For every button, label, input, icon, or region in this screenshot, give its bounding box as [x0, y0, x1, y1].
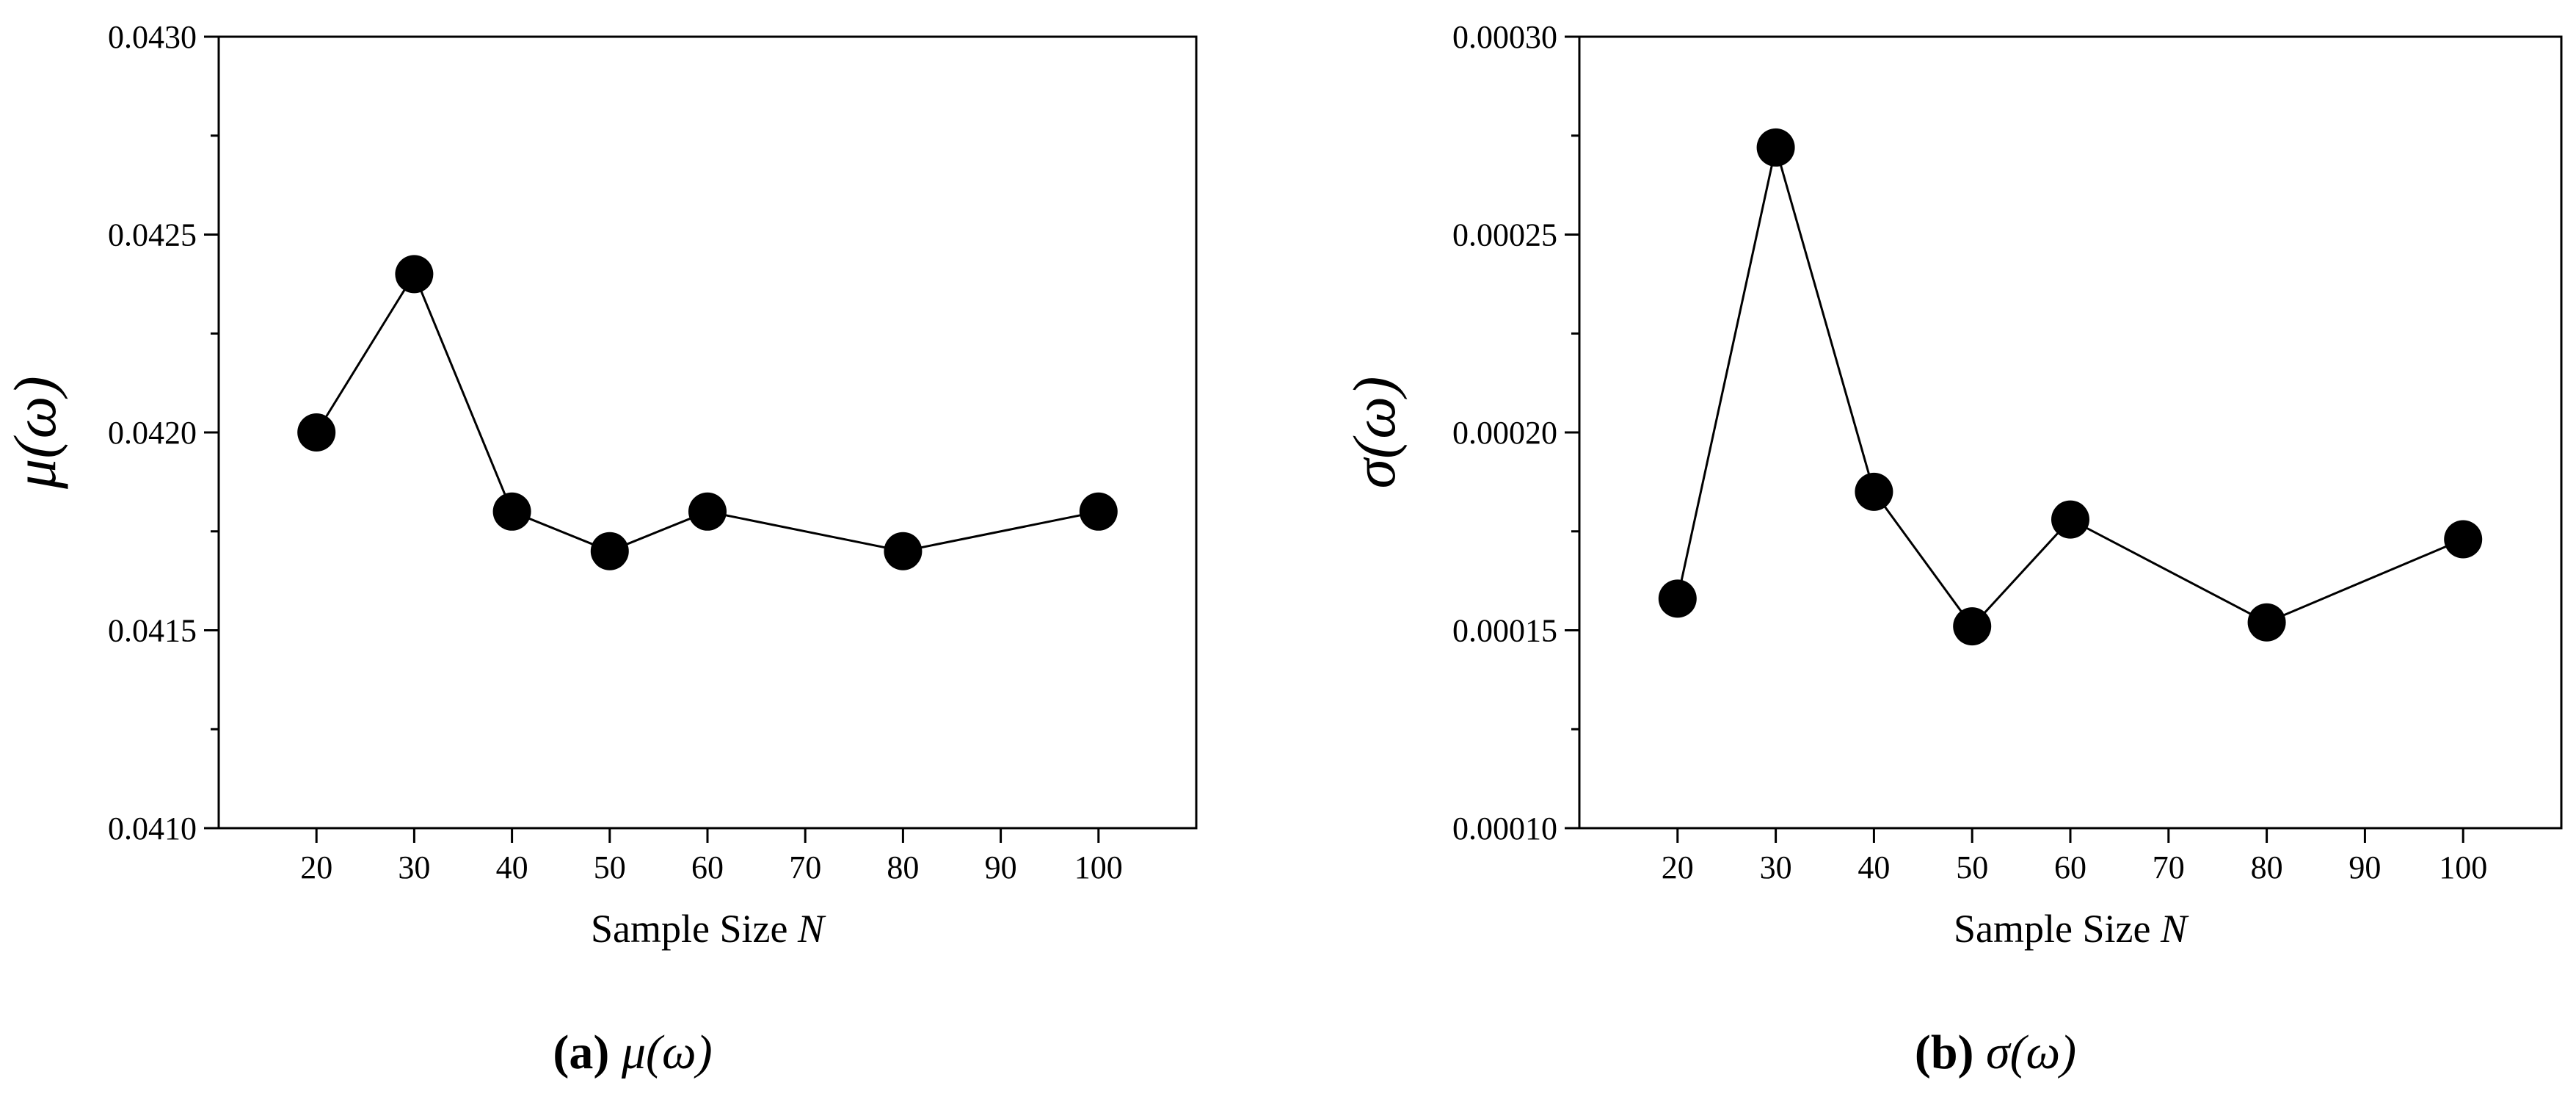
x-tick-label: 30	[398, 849, 430, 885]
x-tick-label: 50	[594, 849, 626, 885]
y-tick-label: 0.0425	[108, 217, 197, 253]
data-point	[492, 492, 531, 531]
panel-caption: (b) σ(ω)	[1915, 1026, 2076, 1079]
data-point	[1079, 492, 1118, 531]
x-tick-label: 30	[1760, 849, 1792, 885]
y-tick-label: 0.00020	[1452, 415, 1557, 451]
x-tick-label: 60	[2054, 849, 2086, 885]
panel-caption-text: σ(ω)	[1986, 1026, 2076, 1079]
panel-caption-text: μ(ω)	[621, 1026, 713, 1079]
y-axis-title: μ(ω)	[1, 376, 68, 490]
data-point	[2051, 500, 2089, 539]
x-tick-label: 50	[1956, 849, 1988, 885]
data-point	[688, 492, 727, 531]
series-line	[1676, 147, 2464, 628]
x-tick-label: 80	[887, 849, 919, 885]
y-axis-title: σ(ω)	[1341, 377, 1408, 489]
x-axis-title-text: Sample Size	[1954, 907, 2161, 951]
panel-caption-tag: (a)	[553, 1026, 621, 1079]
x-tick-label: 20	[1662, 849, 1694, 885]
x-tick-label: 60	[691, 849, 724, 885]
chart-panel-a: 0.0410 0.0415 0.0420 0.0425 0.0430 20 30 40 50 60…	[1, 19, 1198, 1079]
x-axis-title: Sample Size N	[591, 907, 826, 951]
x-tick-label: 100	[2439, 849, 2487, 885]
data-point	[884, 532, 923, 570]
x-tick-label: 100	[1074, 849, 1123, 885]
y-tick-label: 0.0410	[108, 811, 197, 847]
x-axis-title-text: Sample Size	[591, 907, 798, 951]
chart-panel-b: 0.00010 0.00015 0.00020 0.00025 0.00030 20 30 4…	[1341, 19, 2563, 1079]
y-tick-label: 0.0420	[108, 415, 197, 451]
panel-caption-tag: (b)	[1915, 1026, 1986, 1079]
data-point	[1756, 128, 1795, 167]
data-point	[590, 532, 629, 570]
x-axis-title: Sample Size N	[1954, 907, 2189, 951]
y-tick-label: 0.0415	[108, 613, 197, 649]
y-tick-label: 0.00015	[1452, 613, 1557, 649]
data-point	[1658, 579, 1697, 618]
x-tick-label: 90	[2348, 849, 2381, 885]
data-point	[297, 413, 336, 452]
data-point	[395, 255, 434, 294]
x-tick-label: 40	[1858, 849, 1890, 885]
y-tick-label: 0.00025	[1452, 217, 1557, 253]
x-tick-label: 90	[985, 849, 1017, 885]
x-tick-label: 70	[2153, 849, 2185, 885]
y-tick-label: 0.00010	[1452, 811, 1557, 847]
x-tick-label: 80	[2251, 849, 2283, 885]
y-tick-label: 0.00030	[1452, 19, 1557, 55]
x-tick-label: 20	[300, 849, 332, 885]
data-point	[1855, 472, 1893, 511]
x-tick-label: 70	[789, 849, 821, 885]
data-point	[1953, 607, 1992, 646]
y-tick-label: 0.0430	[108, 19, 197, 55]
x-axis-title-var: N	[797, 907, 826, 951]
x-axis-title-var: N	[2160, 907, 2189, 951]
panel-caption: (a) μ(ω)	[553, 1026, 712, 1079]
x-tick-label: 40	[496, 849, 528, 885]
data-point	[2444, 520, 2483, 559]
data-point	[2247, 603, 2286, 642]
plot-frame	[217, 35, 1198, 830]
plot-frame	[1578, 35, 2563, 830]
